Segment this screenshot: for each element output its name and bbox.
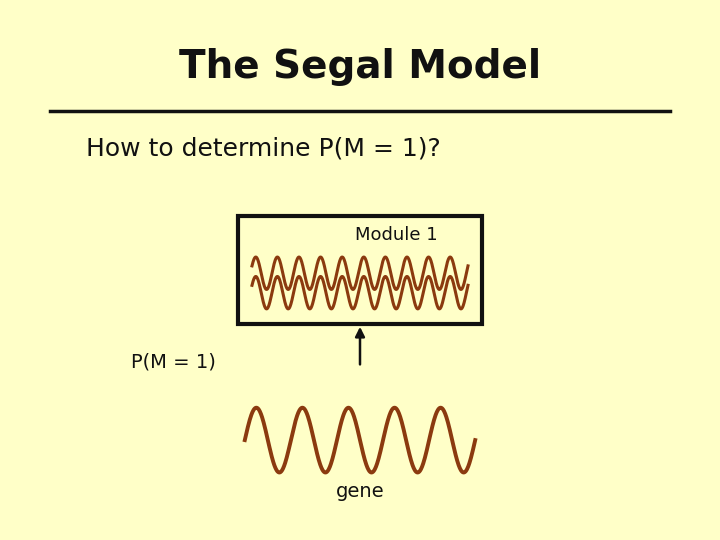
Text: The Segal Model: The Segal Model [179,49,541,86]
Text: P(M = 1): P(M = 1) [131,352,216,372]
Bar [238,216,482,324]
Text: How to determine P(M = 1)?: How to determine P(M = 1)? [86,137,441,160]
Text: gene: gene [336,482,384,501]
Text: Module 1: Module 1 [356,226,438,245]
